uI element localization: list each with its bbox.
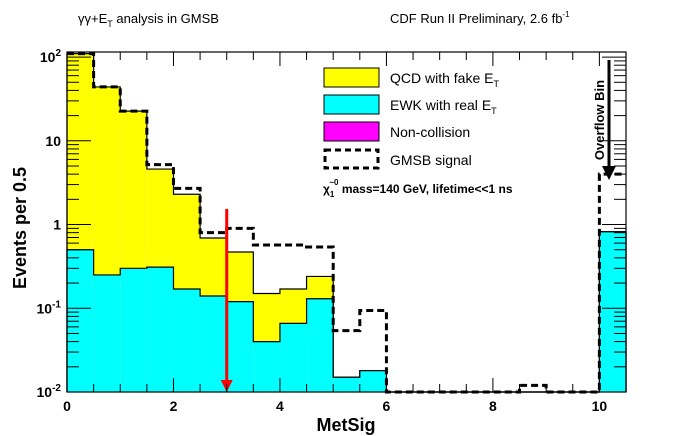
y-tick-label: 10-2	[37, 383, 62, 400]
x-axis-title: MetSig	[316, 415, 375, 435]
bar-ewk-bin-4	[173, 288, 201, 392]
legend-label-gmsb: GMSB signal	[390, 152, 472, 168]
x-tick-label: 8	[489, 398, 497, 414]
right-title: CDF Run II Preliminary, 2.6 fb-1	[390, 10, 570, 26]
legend-label-qcd: QCD with fake ET	[390, 70, 499, 89]
y-tick-label: 10-1	[37, 299, 62, 316]
bar-ewk-bin-5	[200, 296, 227, 392]
overflow-arrow-head-icon	[602, 166, 616, 180]
bar-ewk-bin-3	[146, 267, 174, 392]
bar-ewk-bin-11	[359, 370, 387, 392]
legend-label-ewk: EWK with real ET	[390, 97, 497, 116]
y-axis-title: Events per 0.5	[10, 167, 30, 289]
bar-ewk-bin-8	[279, 323, 307, 392]
gmsb-signal-line	[67, 52, 626, 394]
x-tick-label: 10	[592, 398, 608, 414]
x-tick-label: 6	[383, 398, 391, 414]
legend-swatch-gmsb	[323, 148, 380, 170]
bar-ewk-bin-7	[253, 341, 280, 392]
y-tick-label: 1	[53, 217, 61, 233]
left-title: γγ+ET analysis in GMSB	[78, 11, 219, 29]
y-tick-label: 102	[40, 48, 62, 65]
overflow-bin-label: Overflow Bin	[592, 80, 607, 160]
legend-label-noncollision: Non-collision	[390, 124, 470, 140]
legend-swatch-ewk	[323, 94, 380, 115]
bar-ewk-bin-10	[333, 377, 360, 392]
axes: 0 2 4 6 8 10 10-2 10-1 1 10 102	[37, 48, 627, 414]
legend-swatch-qcd	[323, 67, 380, 88]
bar-ewk-bin-1	[93, 274, 121, 392]
bar-ewk-bin-9	[306, 298, 334, 392]
legend-note: χ1~0 mass=140 GeV, lifetime<<1 ns	[323, 178, 513, 199]
legend-swatch-noncollision	[323, 121, 380, 142]
x-tick-label: 0	[63, 398, 71, 414]
legend: QCD with fake ET EWK with real ET Non-co…	[323, 67, 513, 199]
y-tick-label: 10	[45, 133, 61, 149]
plot-frame	[66, 51, 627, 393]
x-tick-label: 4	[276, 398, 284, 414]
bar-ewk-bin-6	[226, 301, 254, 392]
x-tick-label: 2	[170, 398, 178, 414]
bar-ewk-bin-2	[120, 268, 147, 392]
